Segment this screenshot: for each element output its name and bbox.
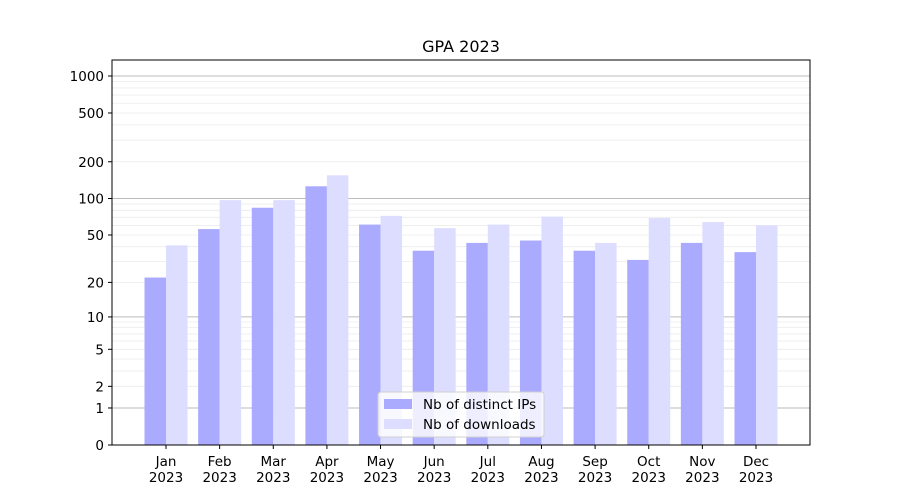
- x-tick-label: Oct 2023: [632, 454, 666, 486]
- x-tick-label: Sep 2023: [578, 454, 612, 486]
- bar-distinct-ips: [198, 229, 220, 445]
- legend-swatch: [384, 419, 412, 429]
- y-tick-label: 1: [95, 401, 104, 417]
- y-tick-label: 20: [87, 275, 104, 291]
- y-tick-label: 100: [78, 192, 104, 208]
- y-tick-label: 5: [95, 342, 104, 358]
- bar-distinct-ips: [251, 207, 274, 445]
- x-tick-label: May 2023: [363, 454, 397, 486]
- x-tick-label: Jul 2023: [471, 454, 505, 486]
- plot-frame: [111, 59, 811, 446]
- bar-downloads: [702, 222, 724, 445]
- bar-downloads: [541, 216, 563, 445]
- y-tick-label: 500: [78, 106, 104, 122]
- bar-downloads: [648, 218, 671, 445]
- x-tick-label: Mar 2023: [256, 454, 290, 486]
- chart-title: GPA 2023: [422, 37, 500, 56]
- x-tick-label: Jan 2023: [149, 454, 183, 486]
- bar-downloads: [487, 224, 510, 445]
- bar-downloads: [166, 245, 188, 445]
- legend-label: Nb of downloads: [423, 417, 536, 433]
- bar-downloads: [273, 200, 295, 445]
- x-tick-label: Feb 2023: [202, 454, 236, 486]
- bar-downloads: [595, 242, 617, 445]
- x-tick-label: Aug 2023: [524, 454, 558, 486]
- y-tick-label: 1000: [70, 69, 104, 85]
- bar-distinct-ips: [359, 224, 381, 445]
- x-tick-label: Nov 2023: [685, 454, 719, 486]
- y-tick-label: 200: [78, 155, 104, 171]
- bar-distinct-ips: [627, 259, 649, 445]
- x-tick-label: Dec 2023: [739, 454, 773, 486]
- legend-label: Nb of distinct IPs: [423, 397, 536, 413]
- bar-distinct-ips: [305, 186, 327, 445]
- bar-distinct-ips: [573, 250, 596, 445]
- bar-downloads: [434, 228, 456, 445]
- legend-box: [377, 391, 545, 438]
- bar-distinct-ips: [680, 242, 703, 445]
- bar-distinct-ips: [144, 277, 166, 445]
- bar-downloads: [326, 175, 349, 445]
- y-tick-label: 10: [87, 310, 104, 326]
- bar-downloads: [756, 225, 778, 445]
- legend-swatch: [384, 399, 412, 409]
- bar-downloads: [219, 200, 242, 445]
- x-tick-label: Apr 2023: [310, 454, 344, 486]
- y-tick-label: 50: [87, 228, 104, 244]
- bar-downloads: [380, 215, 403, 445]
- x-tick-label: Jun 2023: [417, 454, 451, 486]
- legend: Nb of distinct IPs Nb of downloads: [377, 391, 545, 438]
- bar-distinct-ips: [734, 252, 756, 445]
- y-tick-label: 0: [95, 438, 104, 454]
- y-tick-label: 2: [95, 379, 104, 395]
